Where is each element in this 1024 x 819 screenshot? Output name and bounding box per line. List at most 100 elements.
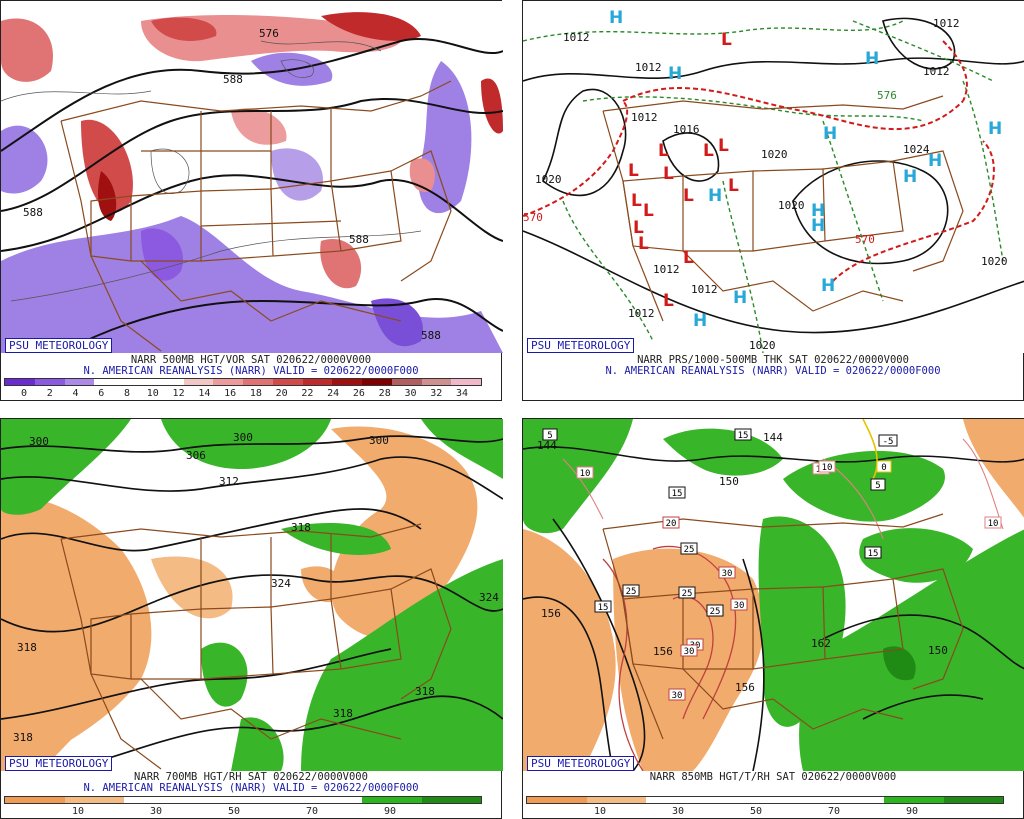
- isobar-label: 1020: [981, 255, 1008, 268]
- svg-text:-5: -5: [883, 437, 894, 447]
- colorbar-swatch: [705, 797, 765, 803]
- colorbar-tick-label: 30: [671, 806, 685, 817]
- isobar-label: 1020: [749, 339, 776, 352]
- colorbar-ticks: 10 30 50 70 90: [4, 806, 482, 818]
- colorbar-tick-label: 90: [383, 806, 397, 817]
- colorbar-tick-label: 0: [20, 388, 28, 399]
- svg-text:5: 5: [547, 431, 552, 441]
- colorbar-ticks: 10 30 50 70 90: [526, 806, 1004, 818]
- colorbar-tick-label: 10: [71, 806, 85, 817]
- svg-text:30: 30: [722, 569, 733, 579]
- svg-text:L: L: [643, 201, 654, 221]
- colorbar-swatch: [183, 797, 243, 803]
- colorbar-swatch: [302, 379, 333, 385]
- contour-label: 588: [421, 329, 441, 342]
- colorbar-tick-label: 22: [301, 388, 314, 399]
- svg-text:15: 15: [598, 603, 609, 613]
- colorbar-swatch: [243, 797, 303, 803]
- panel-caption: NARR 500MB HGT/VOR SAT 020622/0000V000: [130, 354, 372, 366]
- contour-label: 588: [349, 233, 369, 246]
- svg-text:10: 10: [988, 519, 999, 529]
- colorbar-tick-label: 10: [146, 388, 159, 399]
- svg-text:0: 0: [881, 463, 886, 473]
- colorbar-tick-label: 2: [46, 388, 53, 399]
- colorbar-tick-label: 8: [124, 388, 131, 399]
- svg-text:H: H: [821, 276, 835, 296]
- svg-text:H: H: [928, 151, 942, 171]
- isobar-label: 1012: [628, 307, 655, 320]
- svg-text:25: 25: [684, 545, 695, 555]
- colorbar: [4, 378, 482, 386]
- panel-subcaption: N. AMERICAN REANALYSIS (NARR) VALID = 02…: [83, 365, 419, 377]
- contour-label: 144: [763, 431, 783, 444]
- panel-700mb: 300 306 300 300 312 318 324 318 318 318 …: [0, 418, 503, 819]
- colorbar-swatch: [527, 797, 587, 803]
- svg-text:L: L: [663, 291, 674, 311]
- pressure-centers: H H H H H H H H H H H H H L L L L L L L …: [609, 8, 1002, 331]
- colorbar-swatch: [884, 797, 944, 803]
- colorbar-swatch: [765, 797, 825, 803]
- svg-text:H: H: [988, 119, 1002, 139]
- contour-label: 156: [735, 681, 755, 694]
- colorbar-tick-label: 32: [430, 388, 443, 399]
- svg-text:L: L: [628, 161, 639, 181]
- svg-text:L: L: [633, 218, 644, 238]
- svg-text:H: H: [733, 288, 747, 308]
- psu-credit: PSU METEOROLOGY: [5, 756, 113, 771]
- colorbar-swatch: [213, 379, 243, 385]
- colorbar-swatch: [124, 379, 154, 385]
- colorbar-tick-label: 34: [455, 388, 469, 399]
- isobar-label: 1012: [691, 283, 718, 296]
- isobar-label: 1012: [653, 263, 680, 276]
- colorbar-tick-label: 20: [275, 388, 288, 399]
- colorbar-swatch: [362, 797, 422, 803]
- contour-label: 150: [719, 475, 739, 488]
- svg-text:H: H: [609, 8, 623, 28]
- colorbar-swatch: [646, 797, 706, 803]
- contour-label: 318: [415, 685, 435, 698]
- isobar-label: 1012: [631, 111, 658, 124]
- contour-label: 312: [219, 475, 239, 488]
- panel-pressure-thickness: H H H H H H H H H H H H H L L L L L L L …: [522, 0, 1024, 401]
- psu-credit: PSU METEOROLOGY: [5, 338, 113, 353]
- svg-text:25: 25: [710, 607, 721, 617]
- svg-text:H: H: [708, 186, 722, 206]
- thickness-label: 576: [877, 89, 897, 102]
- svg-text:25: 25: [682, 589, 693, 599]
- colorbar-tick-label: 90: [905, 806, 919, 817]
- colorbar-swatch: [586, 797, 646, 803]
- colorbar-tick-label: 12: [172, 388, 185, 399]
- isobar-label: 1016: [673, 123, 700, 136]
- isobar-label: 1020: [761, 148, 788, 161]
- colorbar-swatch: [302, 797, 362, 803]
- colorbar-ticks: 0 2 4 6 8 10 12 14 16 18 20 22 24 26 28 30 32 34: [4, 388, 482, 400]
- svg-text:25: 25: [626, 587, 637, 597]
- colorbar-swatch: [272, 379, 303, 385]
- svg-text:5: 5: [875, 481, 880, 491]
- colorbar-swatch: [5, 379, 35, 385]
- colorbar-tick-label: 70: [305, 806, 319, 817]
- isobar-label: 1020: [535, 173, 562, 186]
- contour-label: 318: [17, 641, 37, 654]
- temp-850mb-map: 144 150 156 162 156 156 150 144 5 10 10 …: [523, 419, 1024, 771]
- contour-label: 156: [653, 645, 673, 658]
- contour-label: 576: [259, 27, 279, 40]
- contour-label: 300: [369, 434, 389, 447]
- svg-text:L: L: [658, 141, 669, 161]
- colorbar-tick-label: 16: [224, 388, 237, 399]
- contour-label: 300: [233, 431, 253, 444]
- svg-text:L: L: [663, 164, 674, 184]
- colorbar-swatch: [34, 379, 65, 385]
- svg-text:L: L: [718, 136, 729, 156]
- svg-text:30: 30: [734, 601, 745, 611]
- panel-subcaption: N. AMERICAN REANALYSIS (NARR) VALID = 02…: [83, 782, 419, 794]
- colorbar-swatch: [362, 379, 392, 385]
- colorbar-tick-label: 24: [327, 388, 340, 399]
- contour-label: 156: [541, 607, 561, 620]
- colorbar-tick-label: 30: [149, 806, 163, 817]
- colorbar-swatch: [153, 379, 184, 385]
- svg-text:L: L: [721, 30, 732, 50]
- temperature-boxes: 5 10 10 10 -5 0 5 15 20 25 25 25 25 30 3…: [542, 428, 1002, 701]
- isobar-label: 1012: [933, 17, 960, 30]
- psu-credit: PSU METEOROLOGY: [527, 338, 635, 353]
